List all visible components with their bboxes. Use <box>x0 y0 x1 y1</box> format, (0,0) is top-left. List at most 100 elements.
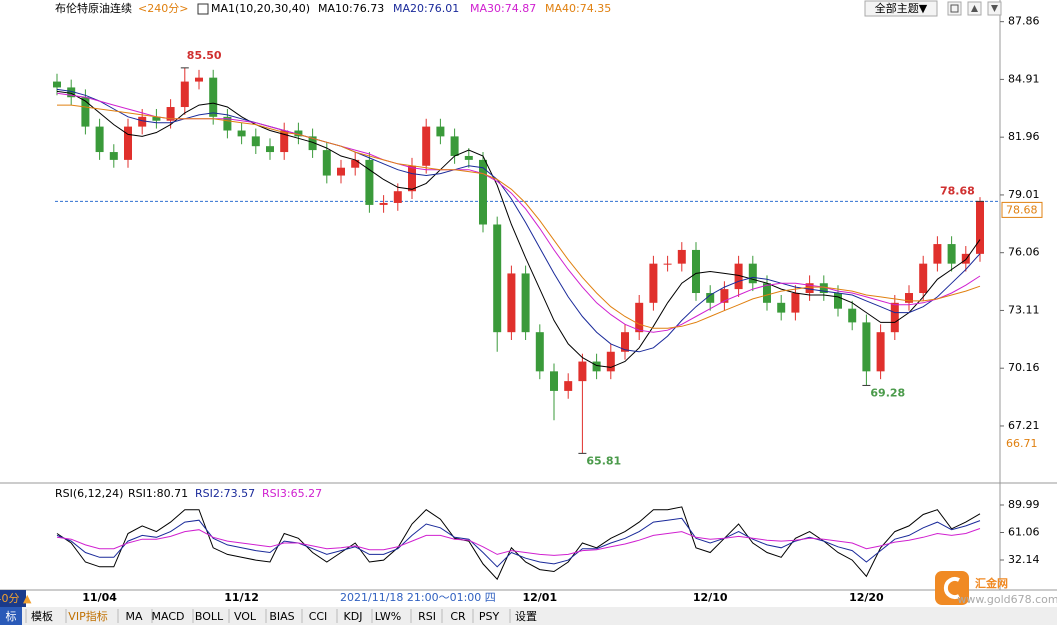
candle-body <box>266 146 274 153</box>
ma-line <box>56 88 981 353</box>
indicator: MA1(10,20,30,40) <box>211 2 310 15</box>
ma-line <box>56 90 981 368</box>
legend-entry: RSI2:73.57 <box>195 487 255 500</box>
candle-body <box>890 302 899 333</box>
cursor-label: 2021/11/18 21:00～01:00 四 <box>340 591 496 604</box>
tab[interactable]: MACD <box>152 610 185 623</box>
candle-body <box>677 249 686 264</box>
candle-body <box>237 130 246 137</box>
candle-body <box>280 130 289 153</box>
candle-body <box>663 263 672 265</box>
candle-body <box>848 308 857 323</box>
annotation: 69.28 <box>870 386 905 399</box>
tab[interactable]: LW% <box>375 610 401 623</box>
candle-body <box>635 302 644 333</box>
candle-body <box>507 273 516 333</box>
candle-body <box>95 126 104 153</box>
candle-body <box>521 273 530 333</box>
legend-entry: MA40:74.35 <box>545 2 611 15</box>
tab[interactable]: VIP指标 <box>68 609 107 623</box>
candle-body <box>436 126 445 137</box>
candle-body <box>223 116 232 131</box>
candle-body <box>777 302 786 313</box>
chart-title: 布伦特原油连续 <box>55 1 132 15</box>
period-button-bg <box>0 590 26 607</box>
legend-entry: MA30:74.87 <box>470 2 536 15</box>
legend-entry: MA10:76.73 <box>318 2 384 15</box>
candle-body <box>692 249 700 294</box>
tab[interactable]: PSY <box>479 610 500 623</box>
tab[interactable]: RSI <box>418 610 436 623</box>
candle-body <box>180 81 189 108</box>
icon <box>197 3 209 15</box>
candle-body <box>578 361 587 382</box>
candle-body <box>152 116 161 121</box>
y-tick-label: 67.21 <box>1008 419 1040 432</box>
tab[interactable]: MA <box>125 610 142 623</box>
period-button[interactable]: 40分 ▲ <box>0 592 32 605</box>
candle-body <box>748 263 757 284</box>
candle-body <box>81 97 90 127</box>
logo-glyph <box>943 577 960 599</box>
period: <240分> <box>138 2 188 15</box>
candle-body <box>876 332 885 372</box>
annotation: 85.50 <box>187 49 222 62</box>
candle-body <box>933 244 942 264</box>
theme-button[interactable]: 全部主题▼ <box>875 1 928 15</box>
candle-body <box>450 136 459 156</box>
candle-body <box>862 322 871 372</box>
x-tick-label: 11/12 <box>224 591 259 604</box>
price-label: 66.71 <box>1006 437 1038 450</box>
y-tick-label: 76.06 <box>1008 246 1040 259</box>
icon <box>950 4 959 13</box>
y-tick-label: 81.96 <box>1008 130 1040 143</box>
tab[interactable]: 模板 <box>31 609 53 623</box>
price-label: 78.68 <box>1006 203 1038 216</box>
candle-body <box>763 283 771 303</box>
tab[interactable]: VOL <box>234 610 257 623</box>
tab[interactable]: KDJ <box>344 610 363 623</box>
y-tick-label: 79.01 <box>1008 188 1040 201</box>
candle-body <box>905 293 913 303</box>
candle-body <box>251 136 260 147</box>
tab[interactable]: CCI <box>309 610 328 623</box>
tab[interactable]: 标 <box>6 609 17 623</box>
candle-body <box>720 289 729 303</box>
theme-button-bg[interactable] <box>864 0 938 17</box>
candle-body <box>649 263 658 303</box>
candle-body <box>124 126 132 160</box>
candle-body <box>606 351 615 372</box>
candle-body <box>621 332 629 352</box>
tab[interactable]: CR <box>450 610 466 623</box>
candle-body <box>308 136 317 151</box>
logo-name: 汇金网 <box>975 576 1008 590</box>
icon-button[interactable] <box>947 1 962 16</box>
tab[interactable]: 设置 <box>515 610 537 623</box>
x-tick-label: 11/04 <box>82 591 117 604</box>
candle-body <box>834 293 842 309</box>
y-tick-label: 32.14 <box>1008 553 1040 566</box>
icon <box>991 5 998 12</box>
legend-entry: RSI3:65.27 <box>262 487 322 500</box>
legend-entry: RSI1:80.71 <box>128 487 188 500</box>
rsi-line <box>56 517 981 568</box>
tab[interactable]: BOLL <box>195 610 224 623</box>
candle-body <box>422 126 431 166</box>
tab[interactable]: BIAS <box>269 610 294 623</box>
y-tick-label: 84.91 <box>1008 72 1040 85</box>
annotation: 65.81 <box>586 454 621 467</box>
candle-body <box>109 152 118 160</box>
price-box <box>1001 201 1043 218</box>
toolbar <box>0 607 1057 625</box>
candle-body <box>706 293 715 303</box>
annotation: 78.68 <box>940 184 975 197</box>
y-tick-label: 70.16 <box>1008 361 1040 374</box>
legend-entry: MA20:76.01 <box>393 2 459 15</box>
candle-body <box>805 283 814 294</box>
candle-body <box>493 224 502 333</box>
tab-selected-bg <box>0 607 22 625</box>
candle-body <box>209 77 218 117</box>
candle-body <box>195 77 203 82</box>
candle-body <box>393 191 402 203</box>
